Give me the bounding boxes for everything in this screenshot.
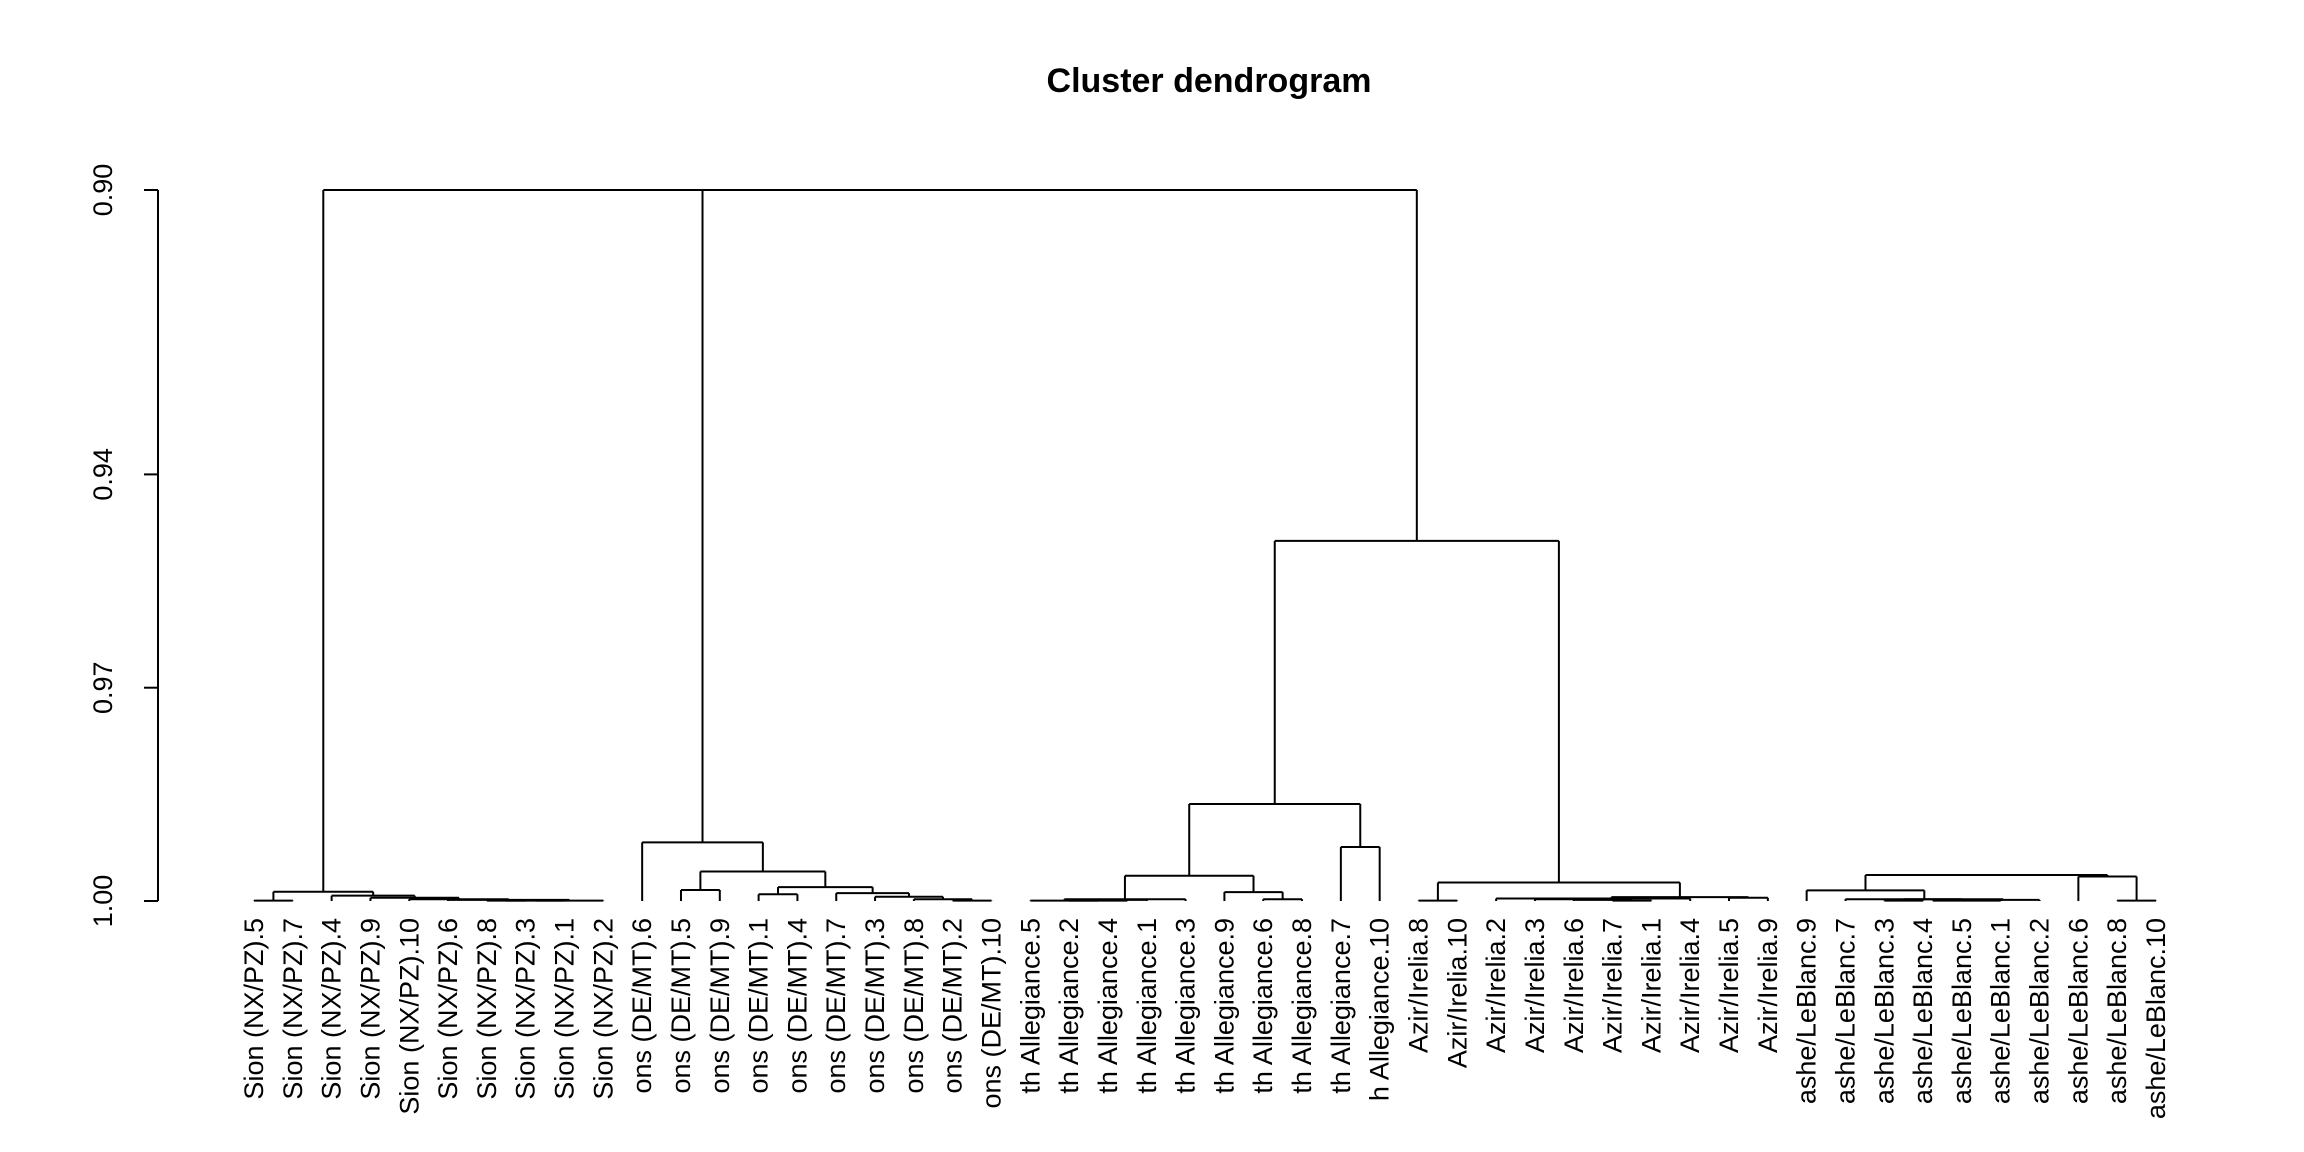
leaf-label: ashe/LeBlanc.2 — [2025, 918, 2055, 1104]
leaf-label: ashe/LeBlanc.5 — [1947, 918, 1977, 1104]
leaf-label: h Allegiance.10 — [1365, 918, 1395, 1101]
leaf-label: th Allegiance.5 — [1015, 918, 1045, 1094]
leaf-label: Sion (NX/PZ).5 — [239, 918, 269, 1100]
leaf-label: ons (DE/MT).4 — [782, 918, 812, 1094]
leaf-label: Azir/Irelia.3 — [1520, 918, 1550, 1053]
y-axis: 0.90 0.94 0.97 1.00 — [88, 164, 159, 928]
leaf-label: ashe/LeBlanc.4 — [1908, 918, 1938, 1104]
leaf-label: Azir/Irelia.9 — [1753, 918, 1783, 1053]
chart-title: Cluster dendrogram — [1047, 62, 1372, 100]
y-tick-label: 1.00 — [88, 875, 118, 928]
leaf-label: Azir/Irelia.6 — [1559, 918, 1589, 1053]
leaf-label: th Allegiance.2 — [1054, 918, 1084, 1094]
leaf-label: Sion (NX/PZ).6 — [433, 918, 463, 1100]
leaf-label: ons (DE/MT).10 — [977, 918, 1007, 1109]
leaf-label: ons (DE/MT).1 — [744, 918, 774, 1094]
leaf-label: Azir/Irelia.1 — [1636, 918, 1666, 1053]
leaf-label: ons (DE/MT).8 — [899, 918, 929, 1094]
leaf-label: ons (DE/MT).7 — [821, 918, 851, 1094]
leaf-label: ashe/LeBlanc.3 — [1869, 918, 1899, 1104]
leaf-label: ashe/LeBlanc.9 — [1792, 918, 1822, 1104]
leaf-label: th Allegiance.6 — [1248, 918, 1278, 1094]
leaf-label: Sion (NX/PZ).10 — [394, 918, 424, 1115]
y-tick-label: 0.90 — [88, 164, 118, 217]
leaf-label: Azir/Irelia.7 — [1598, 918, 1628, 1053]
leaf-label: ashe/LeBlanc.10 — [2141, 918, 2171, 1119]
y-tick-label: 0.94 — [88, 448, 118, 501]
leaf-label: Sion (NX/PZ).7 — [278, 918, 308, 1100]
leaf-label: ashe/LeBlanc.7 — [1830, 918, 1860, 1104]
leaf-label: ashe/LeBlanc.8 — [2102, 918, 2132, 1104]
leaf-label: ons (DE/MT).6 — [627, 918, 657, 1094]
leaf-label: th Allegiance.3 — [1171, 918, 1201, 1094]
leaf-label: ons (DE/MT).2 — [938, 918, 968, 1094]
leaf-label: th Allegiance.7 — [1326, 918, 1356, 1094]
leaf-label: Sion (NX/PZ).1 — [550, 918, 580, 1100]
leaf-label: ons (DE/MT).9 — [705, 918, 735, 1094]
leaf-label: ashe/LeBlanc.1 — [1986, 918, 2016, 1104]
leaf-label: Sion (NX/PZ).2 — [588, 918, 618, 1100]
y-tick-label: 0.97 — [88, 661, 118, 714]
leaf-label: th Allegiance.1 — [1132, 918, 1162, 1094]
leaf-label: Azir/Irelia.4 — [1675, 918, 1705, 1053]
leaf-label: Azir/Irelia.10 — [1442, 918, 1472, 1068]
leaf-label: Sion (NX/PZ).3 — [511, 918, 541, 1100]
leaf-label: Sion (NX/PZ).4 — [317, 918, 347, 1100]
leaf-label: th Allegiance.9 — [1209, 918, 1239, 1094]
leaf-label: Sion (NX/PZ).9 — [355, 918, 385, 1100]
leaf-label: Azir/Irelia.2 — [1481, 918, 1511, 1053]
leaf-label: ons (DE/MT).5 — [666, 918, 696, 1094]
leaf-label: ashe/LeBlanc.6 — [2063, 918, 2093, 1104]
dendrogram-tree — [253, 189, 2157, 902]
leaf-label: Azir/Irelia.8 — [1403, 918, 1433, 1053]
leaf-label: th Allegiance.4 — [1093, 918, 1123, 1094]
leaf-labels: Sion (NX/PZ).5 Sion (NX/PZ).7 Sion (NX/PZ)… — [239, 918, 2171, 1119]
leaf-label: Azir/Irelia.5 — [1714, 918, 1744, 1053]
leaf-label: th Allegiance.8 — [1287, 918, 1317, 1094]
leaf-label: ons (DE/MT).3 — [860, 918, 890, 1094]
leaf-label: Sion (NX/PZ).8 — [472, 918, 502, 1100]
